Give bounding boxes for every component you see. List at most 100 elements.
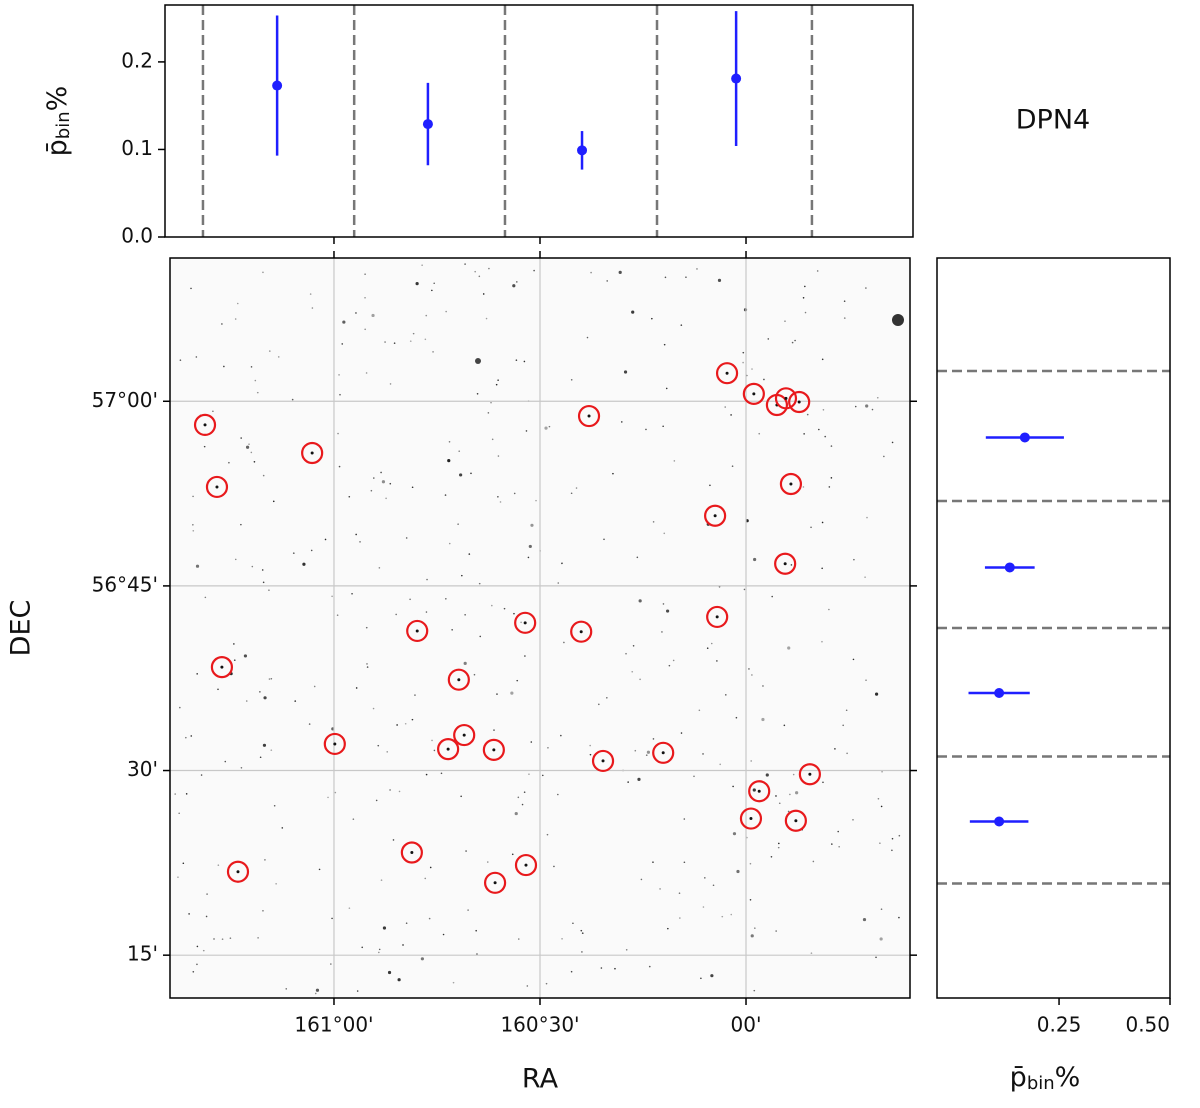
source-circle <box>210 656 234 679</box>
source-dot <box>462 733 466 737</box>
star <box>425 314 428 317</box>
star <box>204 596 207 599</box>
source-circle <box>779 472 803 496</box>
source-circle <box>482 738 505 761</box>
star <box>620 421 623 423</box>
star <box>261 569 264 571</box>
star <box>709 484 711 487</box>
star <box>842 724 844 727</box>
star <box>846 752 848 755</box>
star <box>527 556 530 559</box>
star <box>250 366 253 368</box>
y-tick-label: 0.0 <box>121 224 153 248</box>
source-dot <box>715 615 719 619</box>
star <box>378 951 380 954</box>
star <box>240 437 242 439</box>
star <box>891 441 894 444</box>
star <box>291 398 294 401</box>
star <box>431 739 433 742</box>
star <box>396 724 398 726</box>
star <box>627 781 629 783</box>
star <box>178 812 180 815</box>
source-dot <box>789 482 793 486</box>
star <box>891 849 893 852</box>
star <box>634 749 637 752</box>
star <box>816 270 819 272</box>
star <box>753 989 756 992</box>
label-part: p̄ <box>42 139 73 156</box>
star <box>854 405 857 408</box>
star <box>378 567 381 569</box>
star <box>828 486 831 488</box>
star <box>866 516 868 519</box>
star <box>898 834 901 837</box>
star <box>864 576 866 578</box>
star <box>546 833 549 836</box>
star <box>338 374 340 376</box>
star <box>730 913 733 916</box>
star <box>338 465 341 468</box>
label-part: bin <box>53 111 74 139</box>
star <box>268 589 270 591</box>
source-circle <box>715 362 739 385</box>
star <box>475 358 481 364</box>
star <box>778 842 780 845</box>
star <box>308 723 311 725</box>
star <box>530 741 533 743</box>
star <box>243 654 248 658</box>
star <box>212 410 214 413</box>
star <box>750 934 754 938</box>
star <box>217 864 220 866</box>
star <box>463 661 467 665</box>
star <box>203 445 206 448</box>
star <box>415 282 419 286</box>
star <box>221 938 224 940</box>
star <box>460 795 462 798</box>
source-dot <box>579 630 583 634</box>
star <box>625 652 627 655</box>
point <box>422 119 433 130</box>
source-dot <box>215 485 219 489</box>
star <box>213 938 215 940</box>
star <box>314 992 317 995</box>
star <box>458 450 461 453</box>
star <box>742 351 745 354</box>
star <box>612 472 614 475</box>
star <box>652 861 654 863</box>
x-tick-label: 0.25 <box>1037 1013 1082 1037</box>
star <box>791 341 794 344</box>
source-circle <box>323 732 346 756</box>
star <box>324 538 327 541</box>
star <box>645 754 648 756</box>
star <box>364 273 366 276</box>
star <box>645 428 647 431</box>
star <box>683 861 686 864</box>
star <box>200 774 203 776</box>
star <box>405 537 408 539</box>
star <box>743 588 746 591</box>
star <box>852 658 855 661</box>
star <box>281 827 284 829</box>
star <box>447 459 451 463</box>
star <box>636 556 639 559</box>
point <box>994 687 1005 698</box>
star <box>352 818 355 820</box>
star <box>530 523 534 527</box>
star <box>272 500 275 503</box>
star <box>461 574 463 577</box>
star <box>221 323 223 325</box>
star <box>792 773 795 776</box>
star <box>366 666 369 668</box>
star <box>475 929 477 932</box>
star <box>452 981 455 984</box>
star <box>663 532 666 535</box>
star <box>662 425 664 428</box>
y-axis-label: DEC <box>6 600 37 657</box>
star <box>668 664 671 667</box>
star <box>623 370 628 374</box>
star <box>428 917 431 920</box>
y-axis-label: p̄bin% <box>42 86 75 157</box>
star <box>891 837 894 840</box>
star <box>409 340 412 342</box>
